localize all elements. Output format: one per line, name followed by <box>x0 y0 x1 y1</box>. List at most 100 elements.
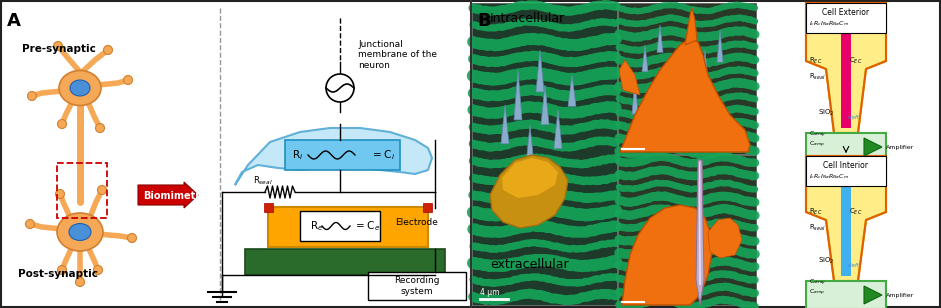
Bar <box>806 133 886 161</box>
Ellipse shape <box>95 124 104 132</box>
Bar <box>57 163 107 218</box>
Polygon shape <box>632 80 638 114</box>
Ellipse shape <box>59 71 101 106</box>
Bar <box>841 161 851 276</box>
Ellipse shape <box>54 42 62 51</box>
Text: cleft: cleft <box>848 115 860 120</box>
Ellipse shape <box>98 185 106 194</box>
Polygon shape <box>647 95 653 128</box>
Text: SiO$_2$: SiO$_2$ <box>818 256 835 266</box>
Polygon shape <box>717 30 723 62</box>
Polygon shape <box>490 155 568 228</box>
Polygon shape <box>864 286 882 304</box>
Text: R$_{EC}$: R$_{EC}$ <box>809 207 822 217</box>
Ellipse shape <box>69 224 91 241</box>
Text: extracellular: extracellular <box>490 258 568 271</box>
Bar <box>618 3 756 154</box>
Text: Recording
system: Recording system <box>394 276 439 296</box>
Bar <box>268 207 428 247</box>
Bar <box>841 8 851 128</box>
Text: C$_{EC}$: C$_{EC}$ <box>849 56 863 66</box>
Text: Post-synaptic: Post-synaptic <box>18 269 98 279</box>
Ellipse shape <box>123 75 133 84</box>
Text: $I_c$$R_c$$I_{Na}$$R_{Na}$$C_m$: $I_c$$R_c$$I_{Na}$$R_{Na}$$C_m$ <box>809 172 849 181</box>
Polygon shape <box>708 218 742 258</box>
Text: 4 μm: 4 μm <box>480 288 500 297</box>
Bar <box>423 203 432 212</box>
Ellipse shape <box>104 46 113 55</box>
Bar <box>806 3 886 33</box>
Text: Cell Exterior: Cell Exterior <box>822 8 869 17</box>
Text: C$_{EC}$: C$_{EC}$ <box>849 207 863 217</box>
Text: Intracellular: Intracellular <box>490 12 566 25</box>
Polygon shape <box>536 50 544 92</box>
Ellipse shape <box>56 189 65 198</box>
Polygon shape <box>657 25 663 52</box>
Polygon shape <box>806 156 886 281</box>
FancyArrow shape <box>138 182 198 208</box>
Text: R$_e$: R$_e$ <box>310 219 324 233</box>
Ellipse shape <box>27 91 37 100</box>
Ellipse shape <box>57 120 67 128</box>
Text: A: A <box>7 12 21 30</box>
Polygon shape <box>235 128 432 185</box>
Circle shape <box>326 74 354 102</box>
Bar <box>618 155 756 305</box>
Text: Amplifier: Amplifier <box>886 294 915 298</box>
Polygon shape <box>699 162 701 285</box>
Text: C$_{stray}$: C$_{stray}$ <box>809 278 826 288</box>
Text: Cell Interior: Cell Interior <box>823 161 869 170</box>
Text: = C$_e$: = C$_e$ <box>355 219 380 233</box>
Ellipse shape <box>25 220 35 229</box>
Polygon shape <box>672 60 678 103</box>
Polygon shape <box>554 110 562 148</box>
Text: C$_{amp}$: C$_{amp}$ <box>809 140 825 150</box>
Bar <box>806 156 886 186</box>
Bar <box>300 211 380 241</box>
Polygon shape <box>526 125 534 165</box>
Text: B: B <box>477 12 490 30</box>
Text: cleft: cleft <box>848 263 860 268</box>
Text: R$_{seal}$: R$_{seal}$ <box>809 223 826 233</box>
Text: Pre-synaptic: Pre-synaptic <box>22 44 96 54</box>
Polygon shape <box>501 105 509 144</box>
Polygon shape <box>685 8 697 45</box>
Bar <box>472 3 617 305</box>
Ellipse shape <box>57 265 67 274</box>
Polygon shape <box>620 38 750 152</box>
Text: C$_{amp}$: C$_{amp}$ <box>809 288 825 298</box>
Text: Amplifier: Amplifier <box>886 145 915 151</box>
Polygon shape <box>864 138 882 156</box>
Text: Junctional
membrane of the
neuron: Junctional membrane of the neuron <box>358 40 437 70</box>
Text: Electrode: Electrode <box>395 218 438 227</box>
Text: R$_{seal}$: R$_{seal}$ <box>809 72 826 82</box>
Polygon shape <box>541 85 549 124</box>
Polygon shape <box>696 160 704 305</box>
Bar <box>245 249 445 275</box>
Polygon shape <box>622 205 712 305</box>
Ellipse shape <box>127 233 136 242</box>
Bar <box>806 281 886 308</box>
Ellipse shape <box>75 278 85 286</box>
Polygon shape <box>568 75 576 106</box>
Text: C$_{stray}$: C$_{stray}$ <box>809 130 826 140</box>
Bar <box>264 203 273 212</box>
Text: R$_{EC}$: R$_{EC}$ <box>809 56 822 66</box>
Text: SiO$_2$: SiO$_2$ <box>818 108 835 118</box>
Polygon shape <box>702 50 708 81</box>
Bar <box>285 140 400 170</box>
Polygon shape <box>806 3 886 133</box>
Polygon shape <box>514 70 522 120</box>
Polygon shape <box>642 45 648 72</box>
Text: R$_i$: R$_i$ <box>293 148 304 162</box>
Polygon shape <box>619 60 640 95</box>
Text: $I_c$$R_c$$I_{Na}$$R_{Na}$$C_m$: $I_c$$R_c$$I_{Na}$$R_{Na}$$C_m$ <box>809 19 849 28</box>
Ellipse shape <box>57 213 103 251</box>
Text: R$_{seal}$: R$_{seal}$ <box>253 175 273 187</box>
Text: Biomimetic: Biomimetic <box>143 191 204 201</box>
Ellipse shape <box>93 265 103 274</box>
Polygon shape <box>502 158 558 198</box>
Bar <box>368 272 466 300</box>
Polygon shape <box>687 35 693 79</box>
Text: = C$_i$: = C$_i$ <box>372 148 395 162</box>
